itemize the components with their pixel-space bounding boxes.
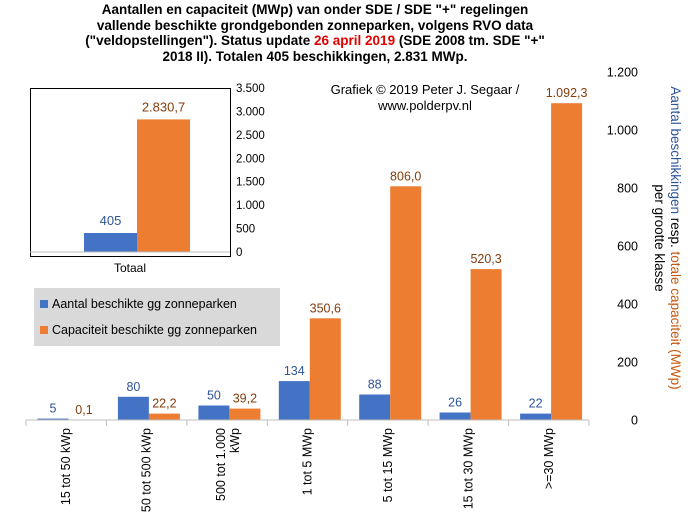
category-label-2: 500 tot 1.000kWp xyxy=(214,428,242,501)
credit-line-2: www.polderpv.nl xyxy=(378,98,472,113)
inset-label-count: 405 xyxy=(100,213,122,228)
bar-count-2 xyxy=(198,405,230,420)
title-line-4: 2018 II). Totalen 405 beschikkingen, 2.8… xyxy=(162,48,468,64)
y-axis-label-resp: resp. xyxy=(668,214,683,252)
data-label-count-1: 80 xyxy=(126,380,140,394)
category-label-3: 1 tot 5 MWp xyxy=(301,428,315,495)
inset-bar-capacity xyxy=(137,119,190,253)
y-tick-label-5: 1.000 xyxy=(607,124,638,138)
inset-y-tick-4: 2.000 xyxy=(236,153,265,165)
title-date: 26 april 2019 xyxy=(314,33,396,48)
title-line-2: vallende beschikte grondgebonden zonnepa… xyxy=(96,17,534,33)
inset-y-tick-6: 3.000 xyxy=(236,106,265,118)
bar-capacity-6 xyxy=(551,103,583,420)
data-label-count-3: 134 xyxy=(284,364,305,378)
bar-count-6 xyxy=(520,413,552,420)
inset-y-tick-1: 500 xyxy=(236,224,255,236)
inset-y-tick-2: 1.000 xyxy=(236,200,265,212)
category-label-6: >=30 MWp xyxy=(542,428,556,489)
legend: Aantal beschikte gg zonneparken Capacite… xyxy=(34,288,280,346)
data-label-count-6: 22 xyxy=(529,397,543,411)
inset-y-tick-3: 1.500 xyxy=(236,177,265,189)
data-label-count-2: 50 xyxy=(207,389,221,403)
data-label-capacity-3: 350,6 xyxy=(310,301,341,315)
y-tick-label-3: 600 xyxy=(617,240,638,254)
legend-item-count: Aantal beschikte gg zonneparken xyxy=(40,297,237,311)
inset-category-label: Totaal xyxy=(113,261,147,275)
inset-label-capacity: 2.830,7 xyxy=(142,99,185,114)
y-axis-label-sub: per grootte klasse xyxy=(652,184,667,291)
bar-count-0 xyxy=(37,418,69,420)
y-axis-label-capacity: totale capaciteit (MWp) xyxy=(668,252,683,390)
data-label-capacity-2: 39,2 xyxy=(233,392,257,406)
data-label-count-4: 88 xyxy=(368,378,382,392)
title-line-3a: ("veldopstellingen"). Status update xyxy=(85,33,315,48)
credit-line-1: Grafiek © 2019 Peter J. Segaar / xyxy=(330,82,520,97)
y-axis-label-count: Aantal beschikkingen xyxy=(668,86,683,214)
bar-count-5 xyxy=(439,412,471,420)
bar-count-1 xyxy=(117,396,149,420)
category-label-1: 50 tot 500 kWp xyxy=(140,428,154,512)
bar-count-4 xyxy=(359,394,391,420)
data-label-capacity-6: 1.092,3 xyxy=(546,86,588,100)
y-tick-label-4: 800 xyxy=(617,182,638,196)
data-label-count-0: 5 xyxy=(50,402,57,416)
inset-y-tick-0: 0 xyxy=(236,247,242,259)
bar-count-3 xyxy=(278,381,310,420)
legend-item-capacity: Capaciteit beschikte gg zonneparken xyxy=(40,323,257,337)
bar-capacity-1 xyxy=(148,413,180,420)
title-line-3: ("veldopstellingen"). Status update 26 a… xyxy=(20,33,610,49)
bar-capacity-4 xyxy=(390,186,422,420)
data-label-count-5: 26 xyxy=(448,396,462,410)
legend-swatch-capacity xyxy=(40,326,48,334)
data-label-capacity-5: 520,3 xyxy=(470,252,501,266)
title-line-3b: (SDE 2008 tm. SDE "+" xyxy=(395,33,545,48)
inset-y-tick-5: 2.500 xyxy=(236,130,265,142)
bar-capacity-5 xyxy=(470,269,502,420)
y-axis-label: Aantal beschikkingen resp. totale capaci… xyxy=(668,86,683,389)
bar-capacity-2 xyxy=(229,408,261,420)
chart-title: Aantallen en capaciteit (MWp) van onder … xyxy=(20,2,610,64)
category-label-5: 15 tot 30 MWp xyxy=(461,428,475,509)
chart-credit: Grafiek © 2019 Peter J. Segaar / www.pol… xyxy=(300,82,550,114)
inset-bar-count xyxy=(84,233,137,252)
category-label-4: 5 tot 15 MWp xyxy=(381,428,395,502)
inset-frame xyxy=(30,88,231,257)
bar-capacity-3 xyxy=(309,318,341,420)
data-label-capacity-1: 22,2 xyxy=(152,397,176,411)
legend-label-count: Aantal beschikte gg zonneparken xyxy=(52,297,237,311)
y-tick-label-1: 200 xyxy=(617,356,638,370)
legend-swatch-count xyxy=(40,300,48,308)
legend-label-capacity: Capaciteit beschikte gg zonneparken xyxy=(52,323,257,337)
y-tick-label-6: 1.200 xyxy=(607,66,638,80)
category-label-0: 15 tot 50 kWp xyxy=(59,428,73,505)
y-tick-label-2: 400 xyxy=(617,298,638,312)
inset-y-tick-7: 3.500 xyxy=(236,83,265,95)
data-label-capacity-4: 806,0 xyxy=(390,169,421,183)
y-tick-label-0: 0 xyxy=(631,414,638,428)
data-label-capacity-0: 0,1 xyxy=(75,403,92,417)
title-line-1: Aantallen en capaciteit (MWp) van onder … xyxy=(101,2,529,17)
